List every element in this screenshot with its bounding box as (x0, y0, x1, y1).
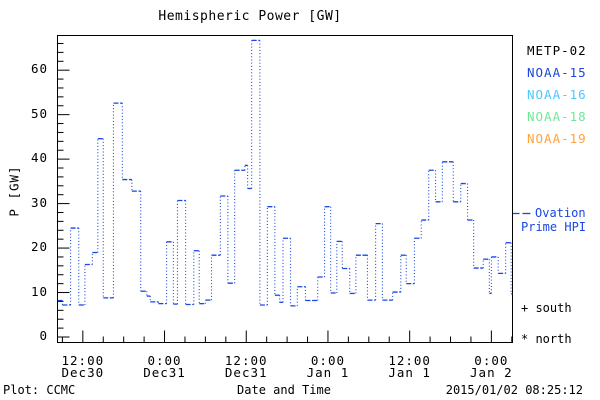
plot-frame (57, 35, 513, 343)
y-tick-label: 10 (30, 283, 48, 299)
x-tick-date: Dec30 (61, 364, 105, 380)
x-tick-time: 12:00 (388, 353, 431, 368)
x-tick-time: 0:00 (474, 353, 509, 368)
x-axis-label: Date and Time (237, 383, 331, 397)
y-tick-label: 20 (30, 239, 48, 255)
legend-marker-north: * north (521, 332, 572, 346)
legend-item-noaa-15: NOAA-15 (527, 65, 587, 80)
x-tick-date: Dec31 (224, 364, 268, 380)
x-tick-date: Jan 1 (388, 364, 431, 380)
x-tick-date: Dec31 (143, 364, 186, 380)
y-tick-label: 60 (30, 61, 48, 77)
y-tick-label: 30 (30, 194, 48, 210)
legend-marker-south: + south (521, 301, 572, 315)
footer-credit: Plot: CCMC (3, 383, 76, 397)
x-tick-date: Jan 2 (470, 364, 513, 380)
x-tick-time: 0:00 (310, 353, 345, 368)
x-tick-time: 12:00 (224, 353, 268, 368)
y-tick-label: 50 (30, 105, 48, 121)
legend-ovation-line1: Ovation (535, 206, 586, 220)
legend-item-metp-02: METP-02 (527, 43, 587, 58)
legend-item-noaa-18: NOAA-18 (527, 109, 587, 124)
legend-item-noaa-19: NOAA-19 (527, 131, 587, 146)
legend-ovation-line2: Prime HPI (521, 220, 587, 234)
x-tick-date: Jan 1 (306, 364, 350, 380)
footer-timestamp: 2015/01/02 08:25:12 (445, 383, 583, 397)
y-tick-label: 40 (30, 150, 48, 166)
x-tick-time: 0:00 (147, 353, 182, 368)
x-tick-time: 12:00 (61, 353, 105, 368)
y-tick-label: 0 (39, 328, 48, 343)
chart-title: Hemispheric Power [GW] (158, 9, 342, 24)
legend-item-noaa-16: NOAA-16 (527, 87, 587, 102)
